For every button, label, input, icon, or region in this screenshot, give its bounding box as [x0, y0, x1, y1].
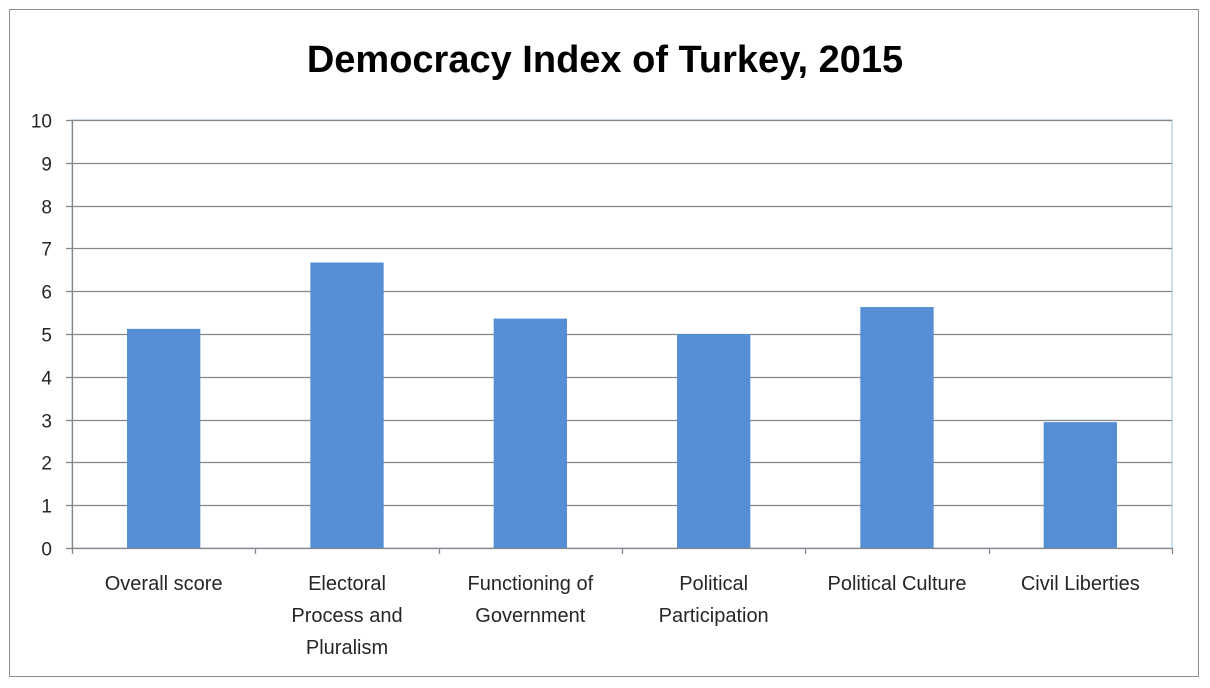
y-tick-label: 6	[41, 283, 52, 304]
y-tick-label: 3	[41, 412, 52, 433]
bar-4	[860, 307, 934, 548]
x-tick-label: Civil Liberties	[1021, 573, 1140, 595]
y-tick-label: 0	[41, 540, 52, 561]
x-tick-label: Political Culture	[828, 573, 967, 595]
y-tick-label: 2	[41, 454, 52, 475]
y-tick-label: 9	[41, 155, 52, 176]
x-tick-label: Government	[475, 605, 585, 627]
bar-3	[677, 334, 751, 548]
y-tick-label: 7	[41, 240, 52, 261]
x-tick-label: Functioning of	[468, 573, 594, 595]
y-tick-label: 1	[41, 497, 52, 518]
x-tick-label: Pluralism	[306, 637, 388, 659]
y-tick-label: 5	[41, 326, 52, 347]
bar-2	[493, 318, 567, 548]
x-tick-label: Overall score	[105, 573, 223, 595]
x-tick-label: Political	[679, 573, 748, 595]
x-tick-label: Process and	[291, 605, 402, 627]
y-tick-label: 10	[31, 112, 52, 133]
chart-title: Democracy Index of Turkey, 2015	[306, 39, 904, 81]
bar-5	[1043, 422, 1117, 548]
x-tick-label: Participation	[659, 605, 769, 627]
bar-1	[310, 262, 384, 548]
y-tick-label: 4	[41, 369, 52, 390]
x-tick-label: Electoral	[308, 573, 386, 595]
bar-0	[127, 328, 201, 548]
y-tick-label: 8	[41, 198, 52, 219]
